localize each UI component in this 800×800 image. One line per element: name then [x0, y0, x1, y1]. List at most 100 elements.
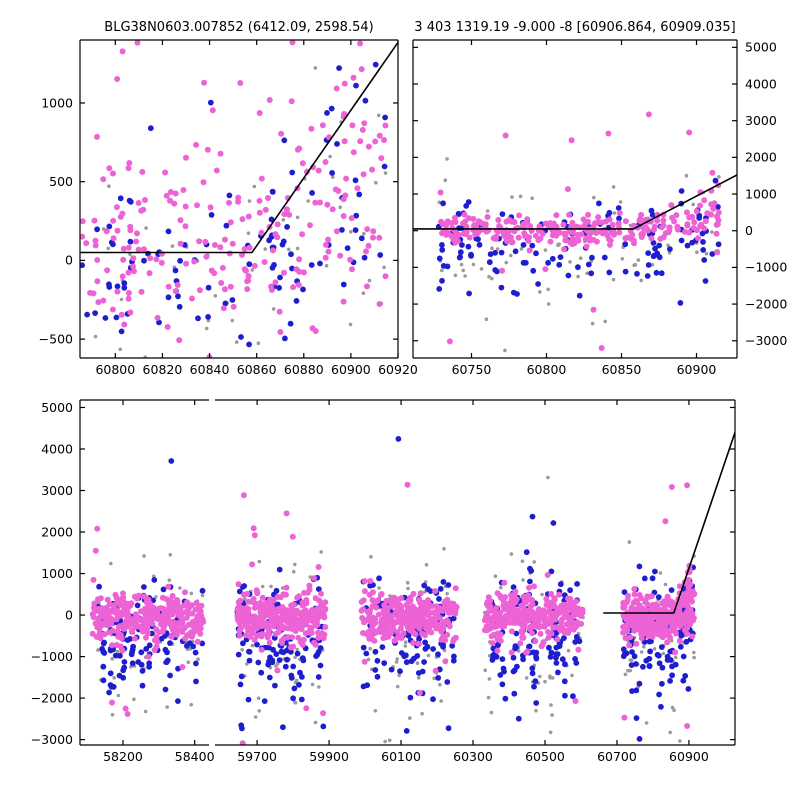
- scatter-point: [532, 638, 539, 645]
- scatter-point: [376, 113, 381, 118]
- scatter-point: [398, 595, 405, 602]
- scatter-point: [364, 283, 370, 290]
- scatter-point: [436, 596, 442, 602]
- scatter-point: [633, 715, 640, 721]
- scatter-point: [395, 436, 402, 442]
- scatter-point: [411, 655, 417, 662]
- scatter-point: [532, 560, 536, 564]
- scatter-point: [254, 589, 261, 596]
- scatter-point: [318, 590, 324, 597]
- scatter-point: [117, 623, 124, 629]
- scatter-point: [320, 600, 327, 607]
- scatter-point: [154, 638, 161, 645]
- scatter-point: [658, 644, 665, 650]
- bottom-right-scatter: [234, 436, 698, 745]
- scatter-point: [601, 254, 608, 261]
- scatter-point: [596, 200, 602, 207]
- scatter-point: [113, 607, 119, 614]
- scatter-point: [196, 657, 200, 661]
- scatter-point: [680, 653, 687, 660]
- scatter-point: [701, 197, 708, 204]
- scatter-point: [117, 195, 124, 202]
- scatter-point: [442, 547, 446, 551]
- scatter-point: [94, 624, 101, 631]
- scatter-point: [452, 219, 459, 226]
- scatter-point: [490, 246, 494, 250]
- scatter-point: [205, 314, 212, 320]
- scatter-point: [234, 340, 239, 344]
- scatter-point: [395, 657, 400, 661]
- bottom-right-tick-labels: 59700 59900 60100 60300 60500 60700 60900: [237, 749, 709, 764]
- scatter-point: [562, 237, 569, 244]
- scatter-point: [624, 234, 631, 241]
- scatter-point: [307, 222, 313, 229]
- scatter-point: [494, 636, 501, 643]
- scatter-point: [222, 236, 228, 243]
- scatter-point: [251, 262, 258, 269]
- scatter-point: [110, 657, 114, 661]
- scatter-point: [660, 217, 667, 224]
- scatter-point: [308, 125, 315, 132]
- scatter-point: [686, 129, 693, 136]
- scatter-point: [294, 146, 301, 153]
- y-tick-label: −2000: [31, 690, 73, 705]
- scatter-point: [622, 650, 628, 657]
- scatter-point: [539, 641, 546, 648]
- scatter-point: [557, 254, 564, 260]
- scatter-point: [295, 619, 302, 626]
- figure-title-right: 3 403 1319.19 -9.000 -8 [60906.864, 6090…: [414, 20, 735, 35]
- scatter-point: [561, 246, 568, 253]
- scatter-point: [684, 603, 691, 610]
- scatter-point: [150, 606, 157, 613]
- scatter-point: [663, 601, 670, 608]
- scatter-point: [551, 676, 555, 680]
- scatter-point: [176, 303, 183, 310]
- scatter-point: [463, 274, 467, 278]
- scatter-point: [246, 648, 252, 655]
- scatter-point: [615, 220, 622, 227]
- scatter-point: [89, 630, 96, 637]
- bottom-left-ticks: [80, 400, 196, 745]
- scatter-point: [247, 199, 252, 203]
- scatter-point: [358, 235, 365, 242]
- scatter-point: [249, 561, 256, 568]
- scatter-point: [300, 269, 307, 276]
- scatter-point: [646, 663, 653, 670]
- scatter-point: [668, 484, 675, 490]
- scatter-point: [616, 229, 623, 236]
- scatter-point: [190, 643, 197, 650]
- scatter-point: [237, 80, 244, 86]
- scatter-point: [397, 668, 403, 675]
- scatter-point: [208, 212, 215, 218]
- scatter-point: [508, 592, 515, 599]
- scatter-point: [650, 253, 657, 260]
- scatter-point: [499, 585, 503, 590]
- scatter-point: [277, 274, 283, 281]
- scatter-point: [138, 207, 145, 214]
- scatter-point: [285, 625, 291, 632]
- scatter-point: [282, 335, 288, 342]
- scatter-point: [189, 610, 196, 617]
- scatter-point: [616, 215, 622, 222]
- scatter-point: [290, 643, 297, 650]
- scatter-point: [590, 222, 597, 229]
- scatter-point: [510, 619, 517, 626]
- scatter-point: [408, 716, 412, 720]
- scatter-point: [138, 649, 145, 656]
- scatter-point: [574, 235, 581, 242]
- scatter-point: [129, 660, 136, 667]
- scatter-point: [289, 169, 296, 176]
- scatter-point: [425, 586, 431, 593]
- scatter-point: [143, 355, 147, 358]
- scatter-point: [317, 662, 324, 669]
- y-tick-label: 0: [745, 223, 753, 238]
- scatter-point: [262, 600, 269, 607]
- scatter-point: [245, 213, 252, 220]
- scatter-point: [672, 708, 676, 712]
- scatter-point: [508, 649, 515, 656]
- scatter-point: [352, 227, 359, 234]
- scatter-point: [303, 621, 310, 628]
- scatter-point: [520, 242, 527, 248]
- scatter-point: [702, 218, 709, 225]
